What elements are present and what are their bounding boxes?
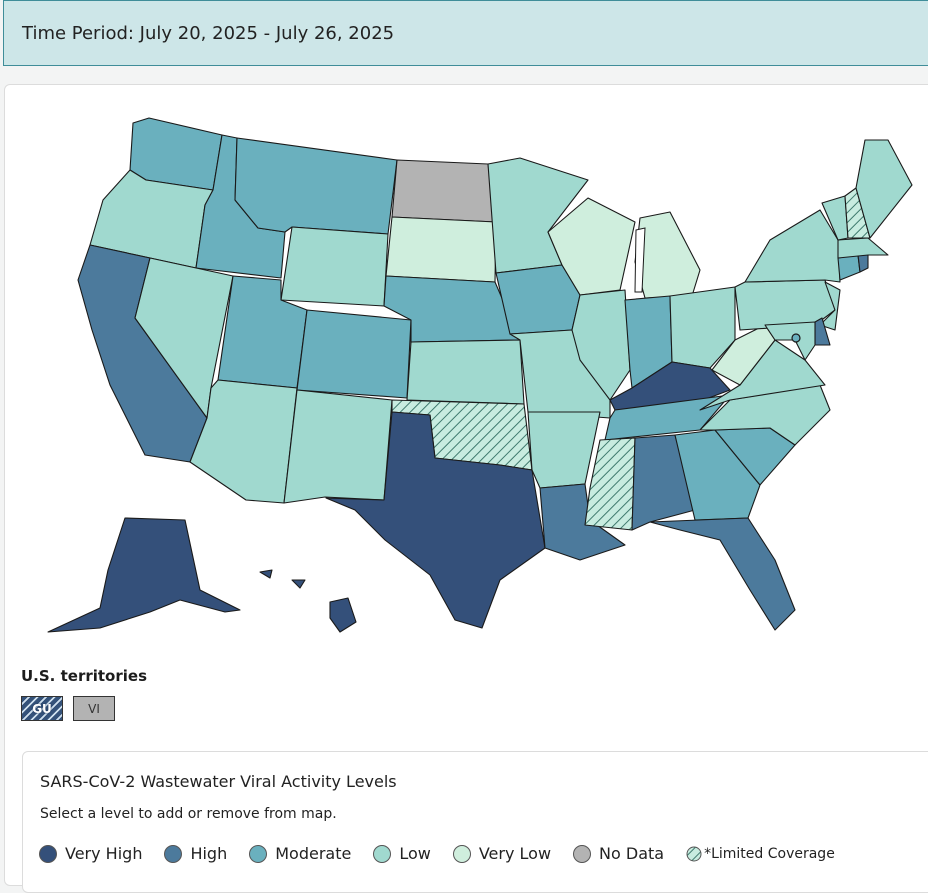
legend-label: No Data [599, 844, 665, 863]
state-GA[interactable] [674, 429, 761, 521]
no-data-swatch-icon [573, 844, 592, 863]
legend-item-very-high[interactable]: Very High [39, 844, 142, 863]
state-MD[interactable] [764, 321, 816, 361]
state-AL[interactable] [631, 434, 696, 531]
high-swatch-icon [164, 844, 183, 863]
state-KS[interactable] [406, 339, 525, 405]
territories-row: GU VI [21, 696, 115, 721]
state-TN[interactable] [604, 394, 731, 441]
legend-item-moderate[interactable]: Moderate [249, 844, 351, 863]
state-WY[interactable] [280, 226, 389, 307]
state-MS[interactable] [584, 437, 636, 531]
state-IA[interactable] [495, 264, 581, 335]
legend-items: Very High High Moderate Low Very Low No … [39, 844, 857, 863]
legend-label: Low [399, 844, 431, 863]
very-high-swatch-icon [39, 844, 57, 863]
legend-subtitle: Select a level to add or remove from map… [40, 806, 337, 822]
state-FL[interactable] [649, 517, 796, 631]
state-HI[interactable] [259, 569, 357, 633]
state-OH[interactable] [669, 286, 736, 369]
legend-label: Very High [65, 844, 143, 863]
state-CO[interactable] [296, 309, 412, 399]
state-NY[interactable] [744, 209, 841, 283]
state-ME[interactable] [855, 139, 913, 239]
state-CT[interactable] [837, 254, 861, 281]
legend-title: SARS-CoV-2 Wastewater Viral Activity Lev… [40, 772, 397, 791]
state-WI[interactable] [547, 197, 636, 296]
state-NM[interactable] [283, 389, 393, 504]
territory-gu-button[interactable]: GU [21, 696, 63, 721]
moderate-swatch-icon [249, 844, 268, 863]
legend-label: High [190, 844, 228, 863]
state-MI[interactable] [634, 211, 701, 299]
state-MA[interactable] [837, 237, 889, 259]
state-DC[interactable] [791, 333, 801, 343]
territory-vi-button[interactable]: VI [73, 696, 115, 721]
state-SD[interactable] [385, 216, 497, 283]
state-TX[interactable] [325, 411, 546, 629]
legend-item-limited-coverage[interactable]: *Limited Coverage [686, 846, 835, 862]
legend-item-very-low[interactable]: Very Low [452, 844, 552, 863]
state-AK[interactable] [47, 517, 241, 633]
low-swatch-icon [373, 844, 392, 863]
us-map [47, 117, 913, 633]
territories-title: U.S. territories [21, 667, 147, 685]
state-ND[interactable] [391, 159, 497, 223]
time-period-text: Time Period: July 20, 2025 - July 26, 20… [22, 22, 395, 44]
legend-label: Very Low [478, 844, 552, 863]
limited-coverage-hatch-icon [686, 846, 702, 861]
state-MT[interactable] [234, 137, 398, 235]
legend-panel: SARS-CoV-2 Wastewater Viral Activity Lev… [22, 751, 928, 893]
legend-item-high[interactable]: High [164, 844, 227, 863]
legend-label: Moderate [275, 844, 352, 863]
time-period-banner: Time Period: July 20, 2025 - July 26, 20… [3, 0, 928, 66]
very-low-swatch-icon [452, 844, 471, 863]
state-AR[interactable] [527, 411, 601, 489]
legend-item-no-data[interactable]: No Data [573, 844, 664, 863]
legend-item-low[interactable]: Low [373, 844, 431, 863]
state-NJ[interactable] [819, 281, 841, 331]
state-LA[interactable] [539, 483, 626, 561]
lake-michigan-outline [634, 227, 646, 293]
state-RI[interactable] [857, 254, 869, 273]
legend-label: *Limited Coverage [704, 845, 835, 862]
